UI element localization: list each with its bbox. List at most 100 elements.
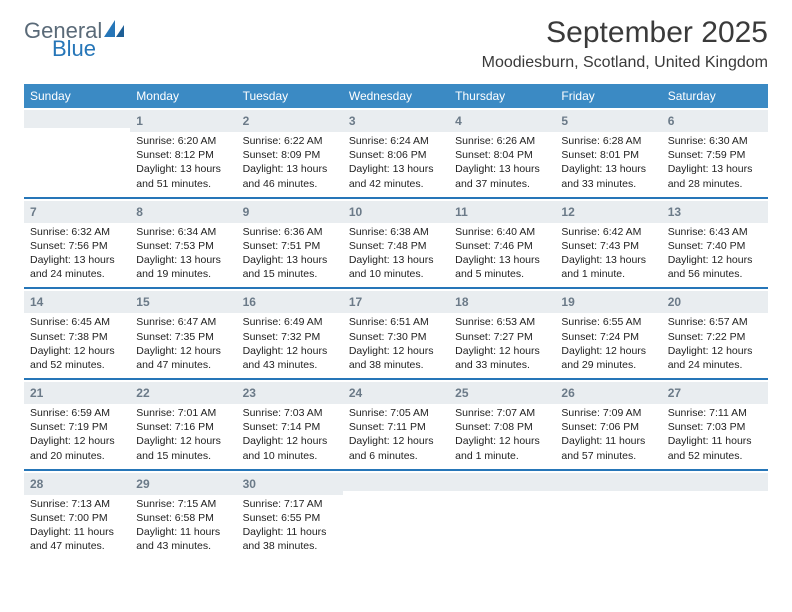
daylight-line: Daylight: 11 hours and 38 minutes. xyxy=(243,525,337,553)
daynum-row: 20 xyxy=(662,291,768,313)
weekday-label: Monday xyxy=(130,84,236,108)
daylight-line: Daylight: 13 hours and 19 minutes. xyxy=(136,253,230,281)
day-number: 13 xyxy=(668,205,681,219)
daylight-line: Daylight: 11 hours and 57 minutes. xyxy=(561,434,655,462)
day-number: 6 xyxy=(668,114,675,128)
location: Moodiesburn, Scotland, United Kingdom xyxy=(482,54,768,72)
day-cell: 13Sunrise: 6:43 AMSunset: 7:40 PMDayligh… xyxy=(662,199,768,288)
day-cell: 5Sunrise: 6:28 AMSunset: 8:01 PMDaylight… xyxy=(555,108,661,197)
daynum-row: 6 xyxy=(662,110,768,132)
weeks-container: 1Sunrise: 6:20 AMSunset: 8:12 PMDaylight… xyxy=(24,108,768,559)
daylight-line: Daylight: 12 hours and 10 minutes. xyxy=(243,434,337,462)
day-number: 17 xyxy=(349,295,362,309)
sunset-line: Sunset: 7:03 PM xyxy=(668,420,762,434)
daylight-line: Daylight: 12 hours and 1 minute. xyxy=(455,434,549,462)
day-cell: 14Sunrise: 6:45 AMSunset: 7:38 PMDayligh… xyxy=(24,289,130,378)
week-row: 14Sunrise: 6:45 AMSunset: 7:38 PMDayligh… xyxy=(24,289,768,380)
sunrise-line: Sunrise: 7:17 AM xyxy=(243,497,337,511)
week-row: 7Sunrise: 6:32 AMSunset: 7:56 PMDaylight… xyxy=(24,199,768,290)
day-number: 2 xyxy=(243,114,250,128)
daynum-row: 10 xyxy=(343,201,449,223)
sunset-line: Sunset: 7:27 PM xyxy=(455,330,549,344)
sunset-line: Sunset: 7:43 PM xyxy=(561,239,655,253)
day-number: 27 xyxy=(668,386,681,400)
sunrise-line: Sunrise: 6:51 AM xyxy=(349,315,443,329)
week-row: 28Sunrise: 7:13 AMSunset: 7:00 PMDayligh… xyxy=(24,471,768,560)
weekday-label: Wednesday xyxy=(343,84,449,108)
daylight-line: Daylight: 13 hours and 15 minutes. xyxy=(243,253,337,281)
sunrise-line: Sunrise: 6:34 AM xyxy=(136,225,230,239)
day-cell: 29Sunrise: 7:15 AMSunset: 6:58 PMDayligh… xyxy=(130,471,236,560)
day-number: 11 xyxy=(455,205,468,219)
day-cell: 11Sunrise: 6:40 AMSunset: 7:46 PMDayligh… xyxy=(449,199,555,288)
weekday-header-row: SundayMondayTuesdayWednesdayThursdayFrid… xyxy=(24,84,768,108)
daynum-row: 8 xyxy=(130,201,236,223)
daynum-row: 2 xyxy=(237,110,343,132)
sunrise-line: Sunrise: 6:53 AM xyxy=(455,315,549,329)
day-number: 19 xyxy=(561,295,574,309)
day-number: 18 xyxy=(455,295,468,309)
day-cell: 19Sunrise: 6:55 AMSunset: 7:24 PMDayligh… xyxy=(555,289,661,378)
daylight-line: Daylight: 11 hours and 52 minutes. xyxy=(668,434,762,462)
sunset-line: Sunset: 7:35 PM xyxy=(136,330,230,344)
daynum-row: 18 xyxy=(449,291,555,313)
day-cell: 15 Sunrise: 6:47 AMSunset: 7:35 PMDayligh… xyxy=(130,289,236,378)
sunrise-line: Sunrise: 6:38 AM xyxy=(349,225,443,239)
day-cell: 8 Sunrise: 6:34 AMSunset: 7:53 PMDaylight… xyxy=(130,199,236,288)
sunset-line: Sunset: 7:53 PM xyxy=(136,239,230,253)
sunset-line: Sunset: 6:55 PM xyxy=(243,511,337,525)
weekday-label: Thursday xyxy=(449,84,555,108)
daylight-line: Daylight: 13 hours and 51 minutes. xyxy=(136,162,230,190)
daylight-line: Daylight: 12 hours and 52 minutes. xyxy=(30,344,124,372)
day-cell: 28Sunrise: 7:13 AMSunset: 7:00 PMDayligh… xyxy=(24,471,130,560)
day-cell: 16Sunrise: 6:49 AMSunset: 7:32 PMDayligh… xyxy=(237,289,343,378)
day-number: 15 xyxy=(136,295,149,309)
sunset-line: Sunset: 7:32 PM xyxy=(243,330,337,344)
daynum-row: 9 xyxy=(237,201,343,223)
day-number: 20 xyxy=(668,295,681,309)
daylight-line: Daylight: 12 hours and 33 minutes. xyxy=(455,344,549,372)
day-number: 8 xyxy=(136,205,143,219)
daylight-line: Daylight: 12 hours and 47 minutes. xyxy=(136,344,230,372)
daynum-row: 28 xyxy=(24,473,130,495)
daylight-line: Daylight: 11 hours and 43 minutes. xyxy=(136,525,230,553)
calendar: SundayMondayTuesdayWednesdayThursdayFrid… xyxy=(24,84,768,559)
sunrise-line: Sunrise: 6:43 AM xyxy=(668,225,762,239)
sunrise-line: Sunrise: 6:42 AM xyxy=(561,225,655,239)
sunrise-line: Sunrise: 6:24 AM xyxy=(349,134,443,148)
sunset-line: Sunset: 7:48 PM xyxy=(349,239,443,253)
daylight-line: Daylight: 12 hours and 43 minutes. xyxy=(243,344,337,372)
weekday-label: Saturday xyxy=(662,84,768,108)
sunset-line: Sunset: 8:06 PM xyxy=(349,148,443,162)
header: General Blue September 2025 Moodiesburn,… xyxy=(24,16,768,72)
day-cell: 6Sunrise: 6:30 AMSunset: 7:59 PMDaylight… xyxy=(662,108,768,197)
day-cell: 1Sunrise: 6:20 AMSunset: 8:12 PMDaylight… xyxy=(130,108,236,197)
sunrise-line: Sunrise: 6:49 AM xyxy=(243,315,337,329)
daynum-row xyxy=(24,110,130,128)
daylight-line: Daylight: 12 hours and 56 minutes. xyxy=(668,253,762,281)
sunrise-line: Sunrise: 6:59 AM xyxy=(30,406,124,420)
sunrise-line: Sunrise: 7:03 AM xyxy=(243,406,337,420)
sunrise-line: Sunrise: 6:32 AM xyxy=(30,225,124,239)
day-cell: 9Sunrise: 6:36 AMSunset: 7:51 PMDaylight… xyxy=(237,199,343,288)
day-number: 12 xyxy=(561,205,574,219)
daynum-row: 17 xyxy=(343,291,449,313)
sunset-line: Sunset: 7:46 PM xyxy=(455,239,549,253)
sunrise-line: Sunrise: 6:47 AM xyxy=(136,315,230,329)
day-cell: 18 Sunrise: 6:53 AMSunset: 7:27 PMDayligh… xyxy=(449,289,555,378)
daylight-line: Daylight: 12 hours and 38 minutes. xyxy=(349,344,443,372)
daynum-row: 19 xyxy=(555,291,661,313)
day-number: 28 xyxy=(30,477,43,491)
daynum-row: 3 xyxy=(343,110,449,132)
daynum-row: 21 xyxy=(24,382,130,404)
day-cell: 24Sunrise: 7:05 AMSunset: 7:11 PMDayligh… xyxy=(343,380,449,469)
sunrise-line: Sunrise: 7:07 AM xyxy=(455,406,549,420)
day-number: 23 xyxy=(243,386,256,400)
day-cell: 2Sunrise: 6:22 AMSunset: 8:09 PMDaylight… xyxy=(237,108,343,197)
daynum-row: 15 xyxy=(130,291,236,313)
daynum-row: 13 xyxy=(662,201,768,223)
day-cell: 20Sunrise: 6:57 AMSunset: 7:22 PMDayligh… xyxy=(662,289,768,378)
daynum-row: 29 xyxy=(130,473,236,495)
day-cell: 7Sunrise: 6:32 AMSunset: 7:56 PMDaylight… xyxy=(24,199,130,288)
daynum-row: 11 xyxy=(449,201,555,223)
